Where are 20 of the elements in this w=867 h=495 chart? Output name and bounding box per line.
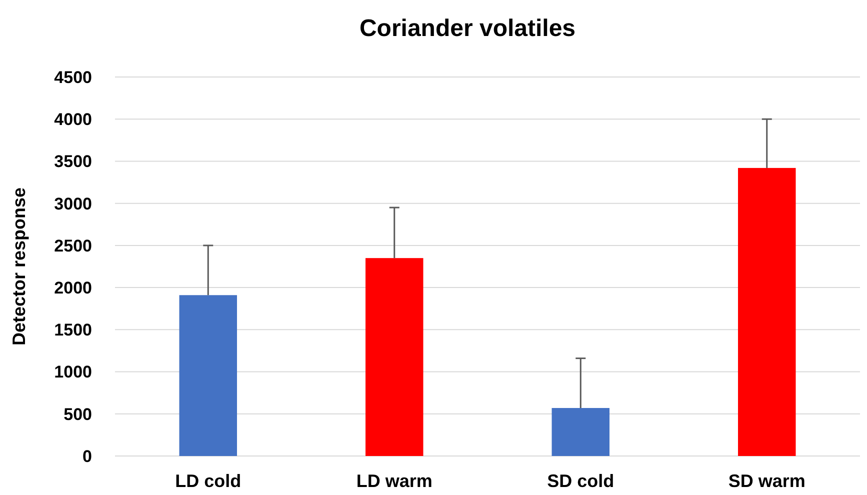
y-tick-label: 1500 <box>54 320 92 340</box>
y-tick-label: 4500 <box>54 68 92 87</box>
y-tick-label: 3500 <box>54 152 92 172</box>
y-tick-label: 1000 <box>54 362 92 382</box>
x-tick-label: SD cold <box>547 471 614 491</box>
bar <box>366 258 424 456</box>
x-tick-label: SD warm <box>728 471 806 491</box>
y-tick-label: 2000 <box>54 278 92 298</box>
y-tick-label: 3000 <box>54 194 92 214</box>
bar <box>552 408 610 456</box>
y-axis-title: Detector response <box>9 187 29 346</box>
bar <box>179 295 237 456</box>
y-tick-label: 4000 <box>54 110 92 130</box>
chart-title: Coriander volatiles <box>359 15 576 42</box>
bar <box>738 168 796 456</box>
x-tick-label: LD warm <box>356 471 432 491</box>
x-tick-label: LD cold <box>175 471 242 491</box>
y-tick-label: 0 <box>82 446 92 466</box>
y-tick-label: 500 <box>64 404 92 424</box>
y-tick-label: 2500 <box>54 236 92 256</box>
